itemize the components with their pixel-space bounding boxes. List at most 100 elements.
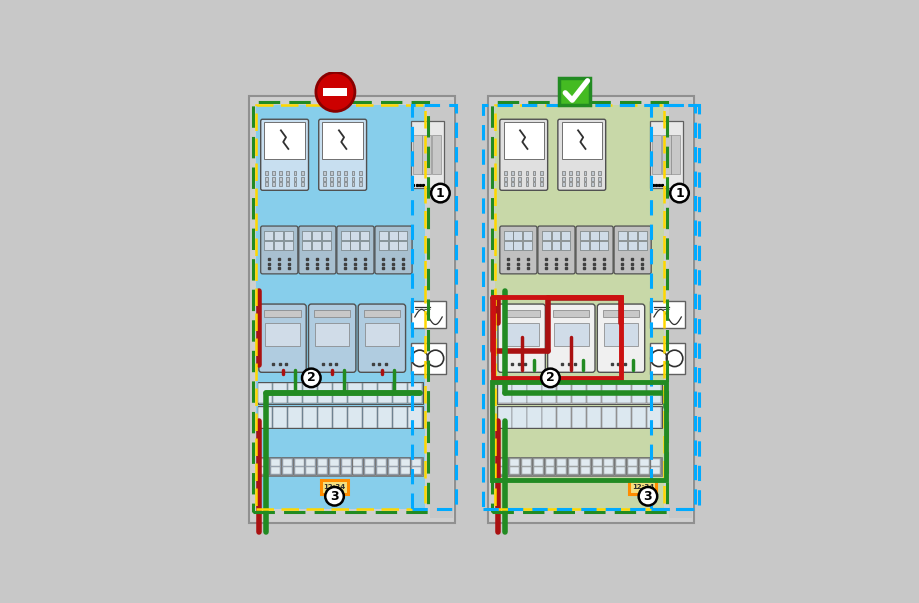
Bar [539, 171, 542, 175]
Bar [590, 182, 593, 186]
Text: 2: 2 [307, 371, 315, 384]
Bar [651, 134, 660, 174]
Bar [286, 182, 289, 186]
Bar [583, 177, 585, 180]
Bar [627, 241, 636, 250]
Bar [504, 171, 506, 175]
Bar [497, 458, 508, 475]
Bar [517, 177, 520, 180]
Bar [322, 241, 331, 250]
Bar [282, 467, 291, 475]
Bar [504, 177, 506, 180]
FancyBboxPatch shape [308, 304, 356, 372]
Bar [545, 459, 554, 466]
Bar [557, 407, 571, 428]
Circle shape [315, 72, 355, 112]
Circle shape [325, 487, 344, 505]
FancyBboxPatch shape [497, 304, 545, 372]
Bar [532, 177, 535, 180]
Bar [569, 177, 572, 180]
Bar [671, 134, 680, 174]
Bar [392, 407, 407, 428]
Bar [317, 458, 328, 475]
Bar [330, 177, 333, 180]
Bar [377, 459, 386, 466]
Bar [432, 134, 441, 174]
Bar [533, 459, 542, 466]
Bar [279, 182, 282, 186]
Bar [590, 171, 593, 175]
Circle shape [670, 184, 688, 203]
Bar [302, 241, 312, 250]
Bar [323, 177, 325, 180]
Bar [364, 458, 375, 475]
Bar [303, 383, 317, 403]
Bar [527, 407, 541, 428]
Bar [597, 171, 600, 175]
Bar [616, 467, 624, 475]
Bar [288, 407, 302, 428]
Bar [569, 171, 572, 175]
Circle shape [301, 368, 320, 387]
Bar [344, 177, 346, 180]
Bar [589, 231, 598, 240]
Bar [545, 467, 554, 475]
Bar [340, 458, 351, 475]
Bar [264, 241, 273, 250]
Bar [576, 177, 579, 180]
Bar [562, 177, 564, 180]
Bar [429, 100, 452, 518]
Bar [497, 407, 511, 428]
Bar [320, 480, 347, 494]
Bar [363, 407, 377, 428]
Bar [265, 182, 267, 186]
Bar [337, 182, 340, 186]
Bar [293, 458, 304, 475]
Bar [306, 467, 315, 475]
Bar [617, 241, 626, 250]
Bar [668, 100, 691, 518]
Bar [271, 459, 279, 466]
Bar [650, 121, 682, 188]
Bar [604, 459, 613, 466]
Bar [557, 459, 566, 466]
Bar [341, 467, 350, 475]
Bar [510, 467, 518, 475]
FancyBboxPatch shape [258, 304, 306, 372]
Bar [525, 171, 528, 175]
Bar [628, 467, 636, 475]
Bar [398, 231, 407, 240]
Bar [591, 458, 602, 475]
Bar [482, 105, 698, 509]
Bar [301, 177, 303, 180]
FancyBboxPatch shape [613, 226, 651, 274]
Bar [521, 459, 530, 466]
Bar [496, 382, 661, 405]
Bar [408, 407, 422, 428]
FancyBboxPatch shape [375, 226, 412, 274]
Bar [351, 182, 354, 186]
Bar [650, 343, 685, 374]
Bar [379, 231, 387, 240]
Bar [274, 231, 283, 240]
Bar [270, 458, 280, 475]
Bar [281, 458, 292, 475]
Bar [293, 171, 296, 175]
Bar [637, 241, 646, 250]
Bar [360, 231, 369, 240]
Bar [348, 407, 362, 428]
Bar [557, 383, 571, 403]
Bar [580, 467, 589, 475]
Bar [617, 407, 630, 428]
Bar [272, 182, 275, 186]
Bar [314, 323, 349, 346]
Bar [590, 177, 593, 180]
Bar [511, 171, 514, 175]
Text: 1: 1 [436, 186, 444, 200]
Bar [412, 105, 456, 509]
Bar [650, 301, 685, 327]
Bar [350, 241, 359, 250]
Bar [512, 383, 526, 403]
Bar [389, 459, 397, 466]
Circle shape [638, 487, 656, 505]
